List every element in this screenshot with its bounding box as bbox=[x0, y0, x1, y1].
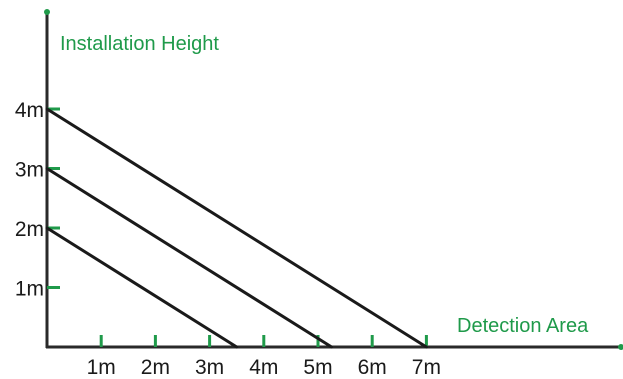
detection-line bbox=[45, 107, 428, 349]
x-tick-label: 1m bbox=[87, 356, 116, 379]
y-ticks: 1m 2m 3m 4m bbox=[15, 99, 60, 301]
x-axis-title: Detection Area bbox=[457, 315, 589, 337]
x-axis-end-dot bbox=[618, 344, 623, 350]
x-tick-label: 7m bbox=[412, 356, 441, 379]
y-tick-label: 3m bbox=[15, 159, 44, 182]
y-tick-label: 2m bbox=[15, 218, 44, 241]
x-ticks: 1m 2m 3m 4m 5m 6m 7m bbox=[87, 335, 441, 379]
axes bbox=[44, 9, 623, 350]
detection-line bbox=[45, 167, 334, 349]
detection-line bbox=[45, 226, 239, 349]
x-tick-label: 3m bbox=[195, 356, 224, 379]
y-axis-title: Installation Height bbox=[60, 33, 219, 55]
x-tick-label: 2m bbox=[141, 356, 170, 379]
x-tick-label: 6m bbox=[358, 356, 387, 379]
x-tick-label: 5m bbox=[303, 356, 332, 379]
x-tick-label: 4m bbox=[249, 356, 278, 379]
y-tick-label: 1m bbox=[15, 278, 44, 301]
y-tick-label: 4m bbox=[15, 99, 44, 122]
y-axis-end-dot bbox=[44, 9, 50, 15]
detection-lines bbox=[45, 107, 428, 349]
